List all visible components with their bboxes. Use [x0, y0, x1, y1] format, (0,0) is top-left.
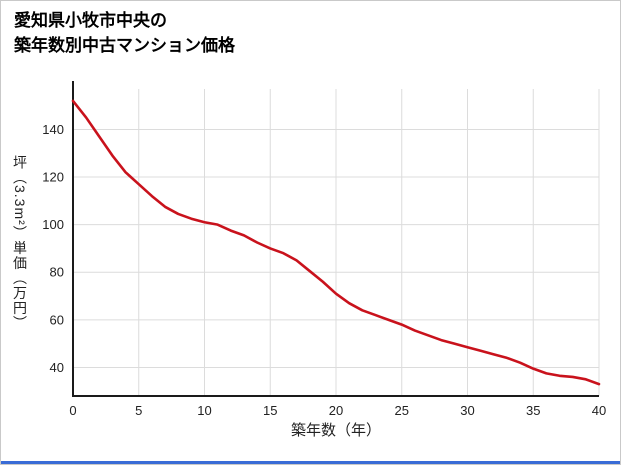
x-tick-label: 15	[263, 403, 277, 418]
x-tick-label: 5	[135, 403, 142, 418]
y-tick-label: 80	[50, 265, 64, 280]
chart-title-line-1: 愛知県小牧市中央の	[14, 11, 167, 30]
chart-title-line-2: 築年数別中古マンション価格	[14, 35, 235, 55]
x-tick-label: 10	[197, 403, 211, 418]
price-line	[71, 99, 601, 386]
x-tick-label: 35	[526, 403, 540, 418]
y-tick-label: 40	[50, 360, 64, 375]
y-tick-label: 100	[42, 217, 64, 232]
price-line-chart: 0 5 10 15 20 25 30 35 40 40 60 80 100 120 140	[42, 81, 606, 418]
y-tick-label: 140	[42, 122, 64, 137]
y-axis-label: 坪（3.3m²）単価（万円）	[12, 154, 28, 331]
x-axis-label: 築年数（年）	[290, 422, 381, 439]
chart-title: 愛知県小牧市中央の築年数別中古マンション価格	[14, 9, 235, 58]
bottom-accent-bar	[1, 461, 620, 464]
x-tick-label: 20	[329, 403, 343, 418]
x-tick-label: 30	[460, 403, 474, 418]
x-tick-label: 25	[395, 403, 409, 418]
x-tick-label: 40	[592, 403, 606, 418]
x-tick-label: 0	[69, 403, 76, 418]
y-tick-label: 60	[50, 312, 64, 327]
y-tick-label: 120	[42, 170, 64, 185]
